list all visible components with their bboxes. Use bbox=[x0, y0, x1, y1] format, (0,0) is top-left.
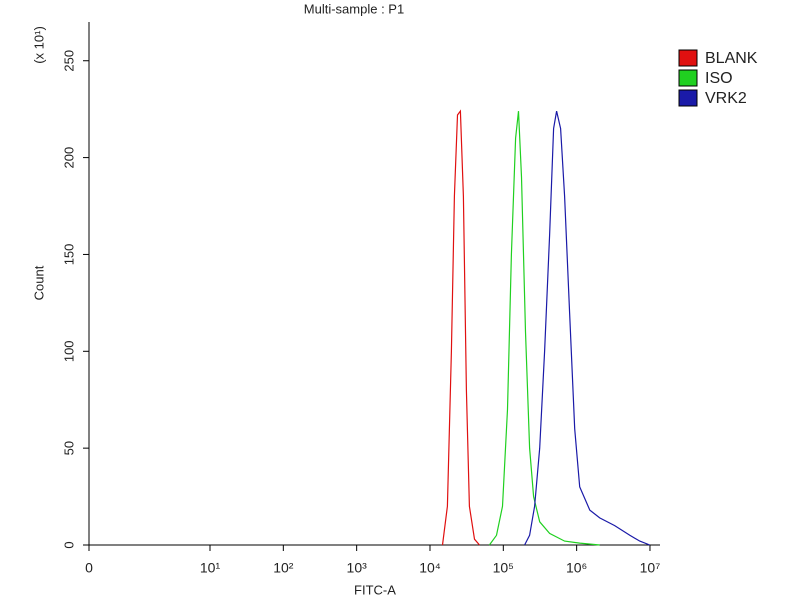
legend-label: BLANK bbox=[705, 50, 758, 67]
x-tick-label: 10² bbox=[273, 560, 294, 576]
y-axis-multiplier: (x 10¹) bbox=[31, 26, 46, 64]
chart-title: Multi-sample : P1 bbox=[304, 1, 404, 16]
y-tick-label: 100 bbox=[61, 340, 76, 362]
y-axis-label: Count bbox=[31, 265, 46, 300]
legend-label: VRK2 bbox=[705, 90, 747, 107]
x-axis-label: FITC-A bbox=[354, 582, 396, 597]
legend-swatch bbox=[678, 89, 698, 107]
x-tick-label: 10⁵ bbox=[493, 560, 514, 576]
legend-swatch bbox=[678, 49, 698, 67]
y-tick-label: 200 bbox=[61, 147, 76, 169]
x-tick-label: 0 bbox=[85, 560, 93, 576]
series-line bbox=[488, 111, 600, 546]
y-tick-label: 150 bbox=[61, 244, 76, 266]
y-tick-label: 0 bbox=[61, 541, 76, 548]
y-tick-label: 250 bbox=[61, 50, 76, 72]
x-tick-label: 10³ bbox=[347, 560, 368, 576]
x-tick-label: 10⁶ bbox=[566, 560, 587, 576]
series-line bbox=[441, 109, 480, 546]
x-tick-label: 10⁴ bbox=[419, 560, 441, 576]
legend-swatch bbox=[678, 69, 698, 87]
y-tick-label: 50 bbox=[61, 441, 76, 455]
series-line bbox=[524, 110, 651, 546]
x-tick-label: 10¹ bbox=[200, 560, 221, 576]
x-tick-label: 10⁷ bbox=[640, 560, 661, 576]
legend-label: ISO bbox=[705, 70, 733, 87]
